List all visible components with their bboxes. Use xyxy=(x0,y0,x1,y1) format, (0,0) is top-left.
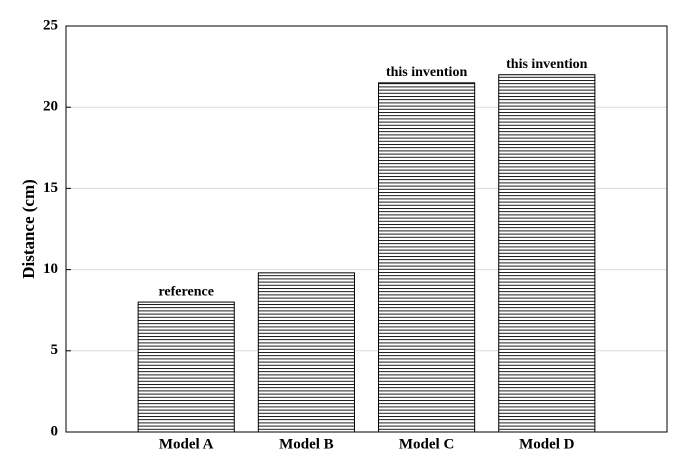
bar xyxy=(257,272,355,433)
y-tick-label: 20 xyxy=(43,99,58,115)
plot-frame xyxy=(65,25,668,433)
x-tick-label: Model A xyxy=(159,436,214,452)
x-tick-label: Model B xyxy=(279,436,334,452)
y-axis-label: Distance (cm) xyxy=(19,179,38,279)
y-tick-label: 5 xyxy=(51,342,59,358)
x-tick-label: Model C xyxy=(399,436,454,452)
bar xyxy=(498,74,596,433)
bar xyxy=(137,301,235,433)
y-tick-label: 10 xyxy=(43,261,58,277)
bar-annotation: reference xyxy=(158,284,213,299)
y-tick-label: 25 xyxy=(43,17,58,33)
y-tick-label: 15 xyxy=(43,180,58,196)
bar-annotation: this invention xyxy=(386,65,468,80)
bar-annotation: this invention xyxy=(506,57,588,72)
bar xyxy=(378,82,476,433)
y-tick-label: 0 xyxy=(51,423,59,439)
x-tick-label: Model D xyxy=(519,436,575,452)
